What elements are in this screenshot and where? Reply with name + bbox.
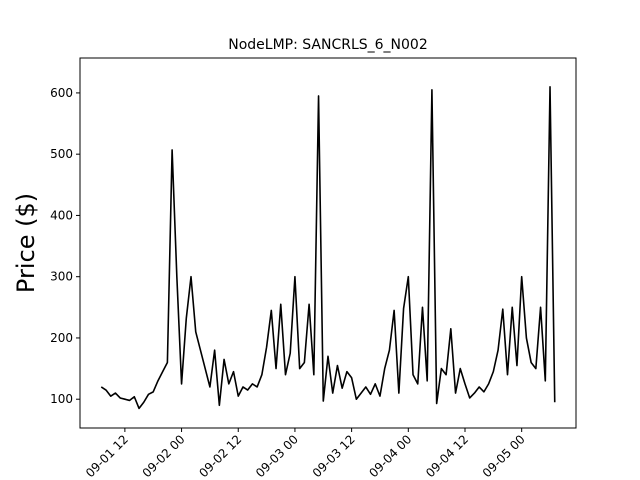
x-tick-label: 09-02 12 xyxy=(196,432,244,480)
x-tick-label: 09-02 00 xyxy=(140,432,188,480)
y-tick-label: 500 xyxy=(50,147,73,161)
y-tick-label: 300 xyxy=(50,270,73,284)
y-tick-label: 200 xyxy=(50,331,73,345)
price-line xyxy=(100,85,556,410)
x-tick-label: 09-03 00 xyxy=(253,432,301,480)
y-tick-label: 400 xyxy=(50,208,73,222)
y-axis-label: Price ($) xyxy=(12,193,40,293)
chart-title: NodeLMP: SANCRLS_6_N002 xyxy=(228,37,428,53)
axes-frame xyxy=(79,57,577,429)
y-tick-label: 600 xyxy=(50,86,73,100)
y-tick-label: 100 xyxy=(50,392,73,406)
x-tick-label: 09-04 12 xyxy=(423,432,471,480)
x-tick-label: 09-03 12 xyxy=(310,432,358,480)
x-tick-label: 09-05 00 xyxy=(480,432,528,480)
x-tick-label: 09-01 12 xyxy=(83,432,131,480)
x-tick-label: 09-04 00 xyxy=(366,432,414,480)
